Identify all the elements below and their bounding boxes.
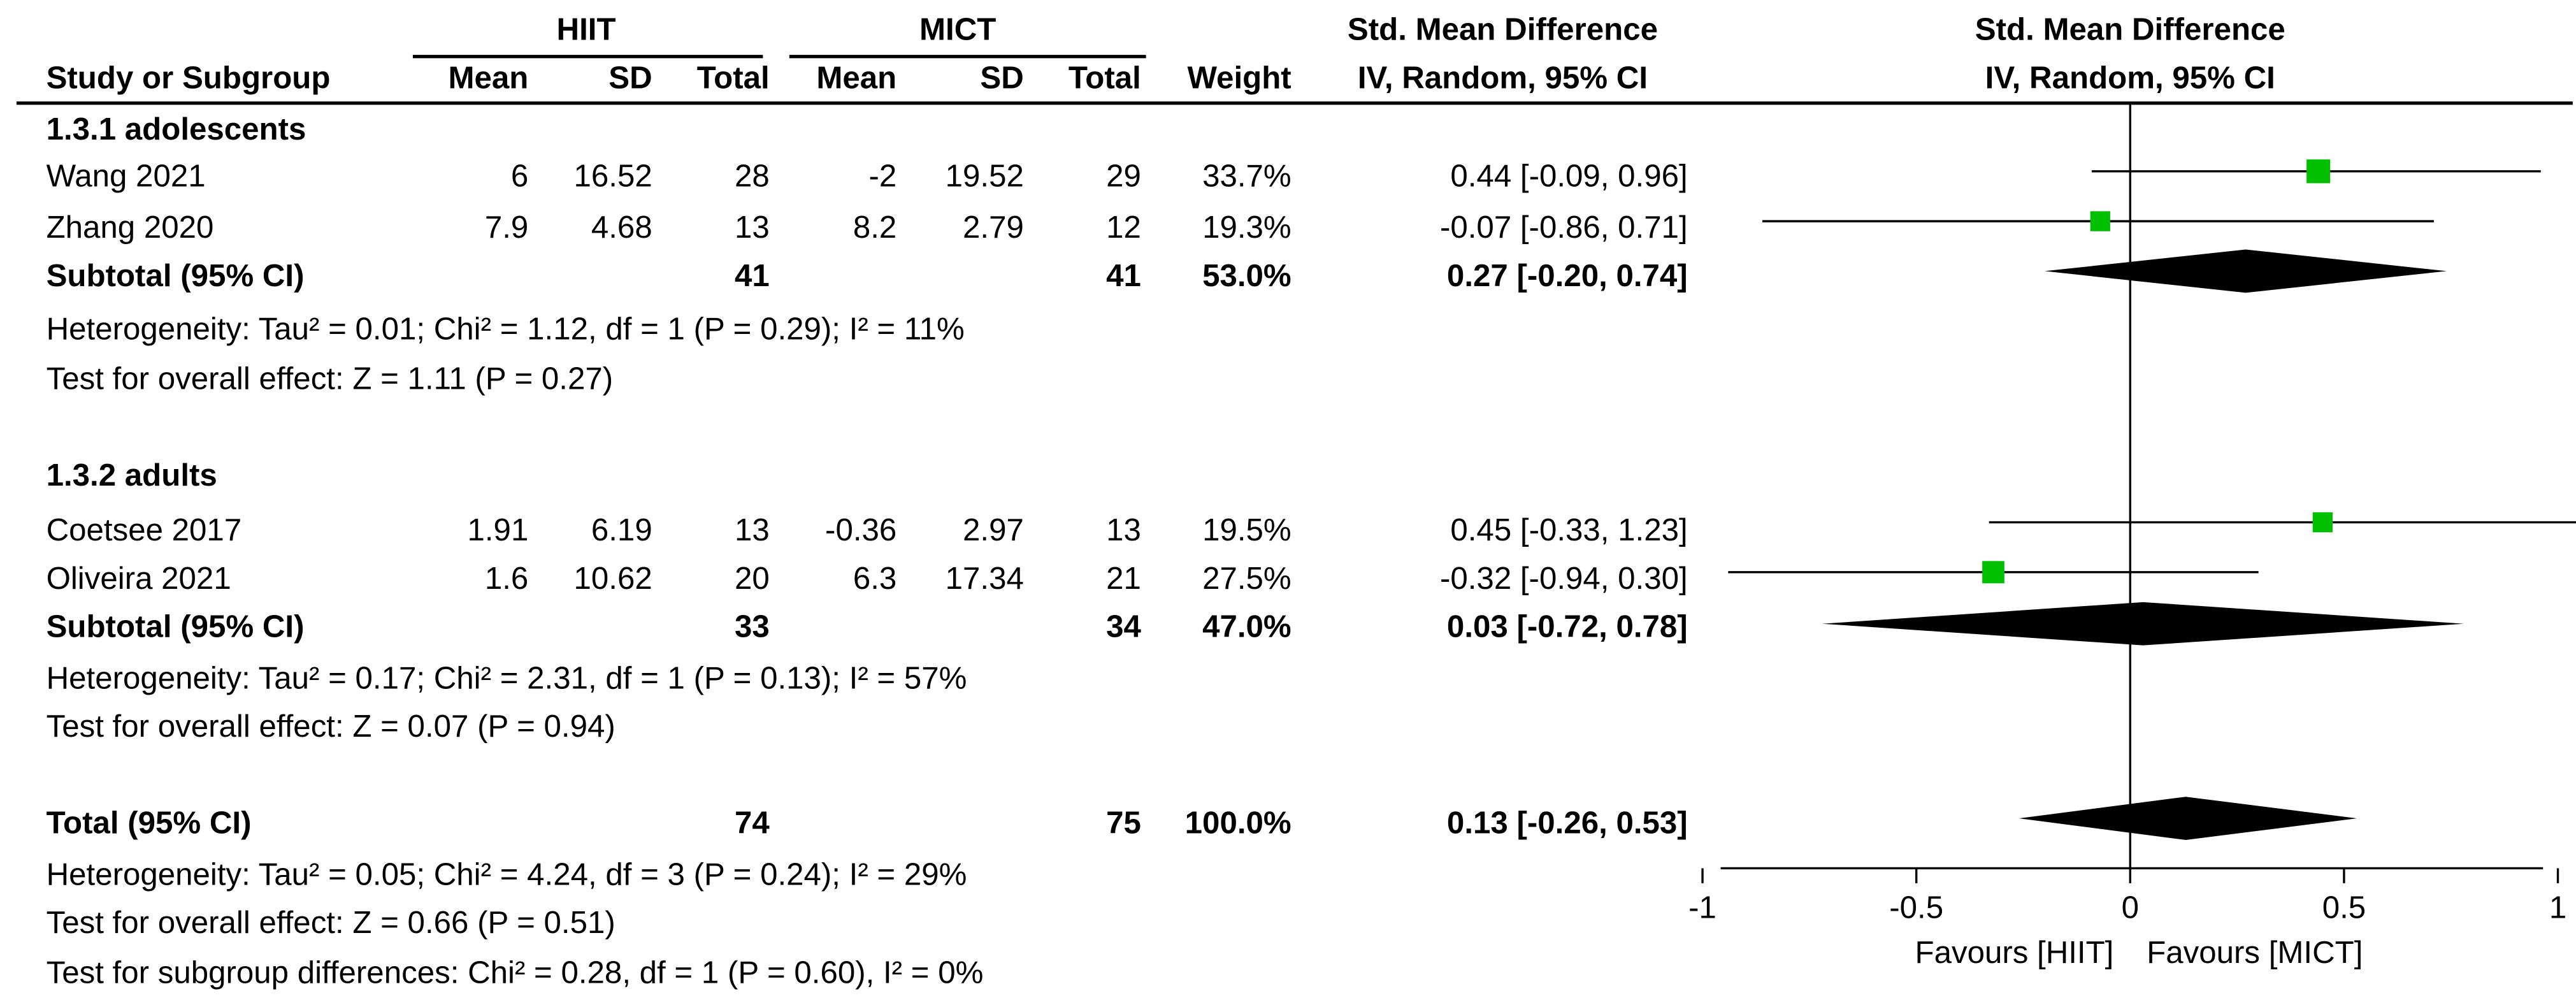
subtotal-label: Subtotal (95% CI): [46, 259, 305, 294]
study-total1: 13: [734, 211, 770, 247]
col-total2: Total: [1068, 61, 1141, 97]
study-total1: 20: [734, 562, 770, 597]
study-total2: 29: [1106, 159, 1141, 195]
subtotal-ci: 0.03 [-0.72, 0.78]: [1446, 610, 1688, 646]
group-header-hiit: HIIT: [556, 13, 616, 48]
effect-header-title: Std. Mean Difference: [1347, 13, 1658, 48]
col-sd2: SD: [980, 61, 1024, 97]
study-mean1: 1.91: [467, 514, 529, 549]
study-weight: 19.3%: [1202, 211, 1292, 247]
study-sd2: 17.34: [945, 562, 1024, 597]
pooled-diamond: [1822, 602, 2464, 646]
study-total1: 13: [734, 514, 770, 549]
study-total2: 13: [1106, 514, 1141, 549]
study-point-square: [2312, 512, 2333, 533]
x-tick-label: -1: [1688, 890, 1716, 925]
study-ci: 0.45 [-0.33, 1.23]: [1450, 514, 1688, 549]
overall-effect-text: Test for overall effect: Z = 0.07 (P = 0…: [46, 710, 615, 746]
study-name: Wang 2021: [46, 159, 206, 195]
study-ci: -0.07 [-0.86, 0.71]: [1439, 211, 1688, 247]
study-sd1: 4.68: [591, 211, 652, 247]
subgroup-differences-text: Test for subgroup differences: Chi² = 0.…: [46, 956, 984, 992]
study-sd2: 2.97: [963, 514, 1024, 549]
overall-effect-text: Test for overall effect: Z = 1.11 (P = 0…: [46, 362, 614, 398]
subtotal-ci: 0.27 [-0.20, 0.74]: [1446, 259, 1688, 294]
study-mean2: 8.2: [853, 211, 897, 247]
plot-header-title: Std. Mean Difference: [1975, 13, 2285, 48]
study-total1: 28: [734, 159, 770, 195]
study-name: Coetsee 2017: [46, 514, 242, 549]
study-mean1: 6: [510, 159, 529, 195]
study-ci: -0.32 [-0.94, 0.30]: [1439, 562, 1688, 597]
study-sd1: 10.62: [573, 562, 652, 597]
mict-header-rule: [789, 55, 1146, 58]
total-total1: 74: [734, 806, 770, 842]
forest-plot: -1 -0.5 0 0.5 1 Favours [HIIT] Favours [MICT]: [1688, 103, 2576, 970]
col-mean1: Mean: [448, 61, 529, 97]
study-weight: 33.7%: [1202, 159, 1292, 195]
col-total1: Total: [696, 61, 770, 97]
x-tick-label: 0.5: [2322, 890, 2366, 925]
group-header-mict: MICT: [919, 13, 997, 48]
subgroup-title: 1.3.1 adolescents: [46, 113, 306, 148]
total-label: Total (95% CI): [46, 806, 252, 842]
col-mean2: Mean: [816, 61, 897, 97]
study-sd2: 19.52: [945, 159, 1024, 195]
study-name: Zhang 2020: [46, 211, 214, 247]
total-heterogeneity-text: Heterogeneity: Tau² = 0.05; Chi² = 4.24,…: [46, 858, 967, 893]
study-weight: 27.5%: [1202, 562, 1292, 597]
pooled-diamond: [2018, 797, 2357, 841]
x-tick-label: 1: [2549, 890, 2566, 925]
plot-header-method: IV, Random, 95% CI: [1985, 61, 2275, 97]
study-name: Oliveira 2021: [46, 562, 231, 597]
total-overall-effect-text: Test for overall effect: Z = 0.66 (P = 0…: [46, 906, 615, 942]
study-total2: 12: [1106, 211, 1141, 247]
subtotal-weight: 47.0%: [1202, 610, 1292, 646]
x-tick-label: 0: [2122, 890, 2139, 925]
subtotal-total1: 33: [734, 610, 770, 646]
col-effect-method: IV, Random, 95% CI: [1357, 61, 1648, 97]
total-total2: 75: [1106, 806, 1141, 842]
x-tick-label: -0.5: [1889, 890, 1943, 925]
study-mean1: 7.9: [484, 211, 529, 247]
hiit-header-rule: [412, 55, 763, 58]
study-mean1: 1.6: [484, 562, 529, 597]
favours-mict-label: Favours [MICT]: [2147, 935, 2363, 970]
heterogeneity-text: Heterogeneity: Tau² = 0.17; Chi² = 2.31,…: [46, 662, 967, 697]
study-mean2: 6.3: [853, 562, 897, 597]
study-mean2: -2: [868, 159, 897, 195]
col-sd1: SD: [608, 61, 652, 97]
study-sd1: 6.19: [591, 514, 652, 549]
favours-hiit-label: Favours [HIIT]: [1915, 935, 2114, 970]
header-rule: [16, 101, 2573, 105]
col-study: Study or Subgroup: [46, 61, 331, 97]
subgroup-title: 1.3.2 adults: [46, 459, 217, 495]
study-mean2: -0.36: [825, 514, 897, 549]
study-point-square: [2306, 159, 2331, 184]
study-point-square: [1982, 561, 2004, 584]
study-sd1: 16.52: [573, 159, 652, 195]
study-weight: 19.5%: [1202, 514, 1292, 549]
subtotal-total2: 41: [1106, 259, 1141, 294]
study-point-square: [2090, 211, 2110, 231]
study-ci: 0.44 [-0.09, 0.96]: [1450, 159, 1688, 195]
col-weight: Weight: [1187, 61, 1292, 97]
subtotal-label: Subtotal (95% CI): [46, 610, 305, 646]
subtotal-weight: 53.0%: [1202, 259, 1292, 294]
total-ci: 0.13 [-0.26, 0.53]: [1446, 806, 1688, 842]
study-total2: 21: [1106, 562, 1141, 597]
study-sd2: 2.79: [963, 211, 1024, 247]
heterogeneity-text: Heterogeneity: Tau² = 0.01; Chi² = 1.12,…: [46, 312, 965, 348]
pooled-diamond: [2045, 249, 2447, 293]
subtotal-total2: 34: [1106, 610, 1141, 646]
subtotal-total1: 41: [734, 259, 770, 294]
total-weight: 100.0%: [1184, 806, 1292, 842]
